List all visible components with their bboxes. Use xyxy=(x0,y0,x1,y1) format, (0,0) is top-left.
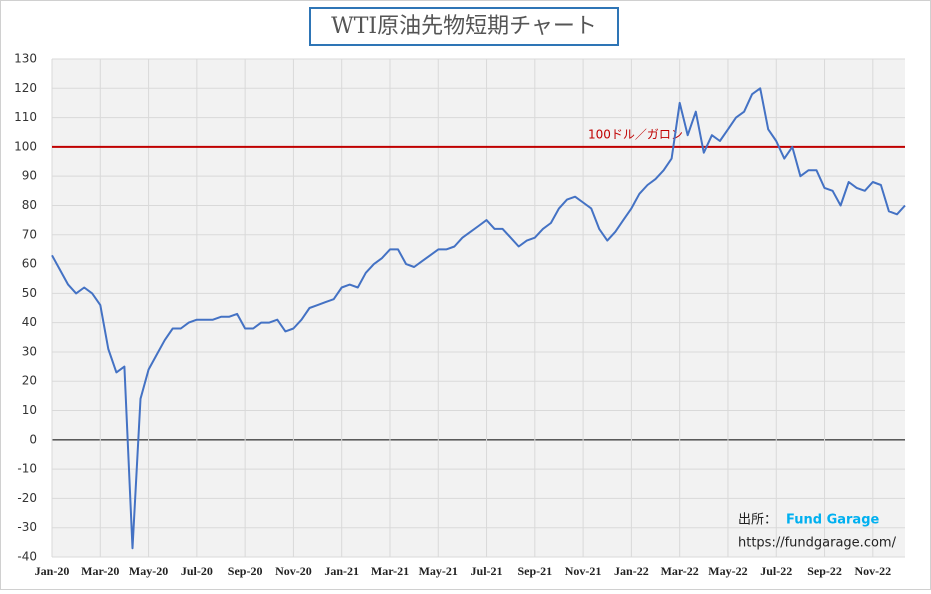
y-tick-label: 40 xyxy=(22,315,37,329)
x-tick-label: Nov-20 xyxy=(275,564,312,578)
y-tick-label: 30 xyxy=(22,344,37,358)
x-tick-label: Jul-22 xyxy=(760,564,792,578)
y-tick-label: 0 xyxy=(29,432,37,446)
x-tick-label: Jan-22 xyxy=(614,564,649,578)
series-line xyxy=(51,87,906,550)
title-box xyxy=(309,7,619,46)
y-tick-label: 130 xyxy=(14,52,37,66)
source-name: Fund Garage xyxy=(786,513,880,528)
y-tick-label: 50 xyxy=(22,286,37,300)
x-tick-label: Sep-22 xyxy=(807,564,842,578)
x-tick-label: Mar-20 xyxy=(81,564,119,578)
x-tick-label: May-22 xyxy=(708,564,747,578)
plot-area xyxy=(52,59,905,557)
y-tick-label: 20 xyxy=(22,374,37,388)
x-tick-label: Jan-20 xyxy=(35,564,70,578)
source-label: 出所： xyxy=(738,513,777,528)
y-tick-label: -30 xyxy=(17,520,37,534)
source-url: https://fundgarage.com/ xyxy=(738,536,897,551)
reference-label: 100ドル／ガロン xyxy=(588,127,683,141)
x-tick-label: Sep-21 xyxy=(517,564,552,578)
x-tick-label: Mar-22 xyxy=(661,564,699,578)
y-tick-label: 100 xyxy=(14,139,37,153)
y-tick-label: 10 xyxy=(22,403,37,417)
x-tick-label: Sep-20 xyxy=(228,564,263,578)
x-tick-label: Nov-21 xyxy=(565,564,602,578)
y-tick-label: 80 xyxy=(22,198,37,212)
x-tick-label: Jan-21 xyxy=(324,564,359,578)
y-tick-label: 120 xyxy=(14,81,37,95)
y-tick-label: -40 xyxy=(17,550,37,564)
y-tick-label: -20 xyxy=(17,491,37,505)
y-tick-label: 110 xyxy=(14,110,37,124)
x-tick-label: Nov-22 xyxy=(854,564,891,578)
y-tick-label: 90 xyxy=(22,169,37,183)
x-tick-label: May-20 xyxy=(129,564,168,578)
y-tick-label: 60 xyxy=(22,257,37,271)
x-tick-label: May-21 xyxy=(419,564,458,578)
y-tick-label: -10 xyxy=(17,462,37,476)
x-tick-label: Mar-21 xyxy=(371,564,409,578)
chart-title: WTI原油先物短期チャート xyxy=(331,14,597,39)
y-tick-label: 70 xyxy=(22,227,37,241)
x-tick-label: Jul-20 xyxy=(181,564,213,578)
x-tick-label: Jul-21 xyxy=(471,564,503,578)
